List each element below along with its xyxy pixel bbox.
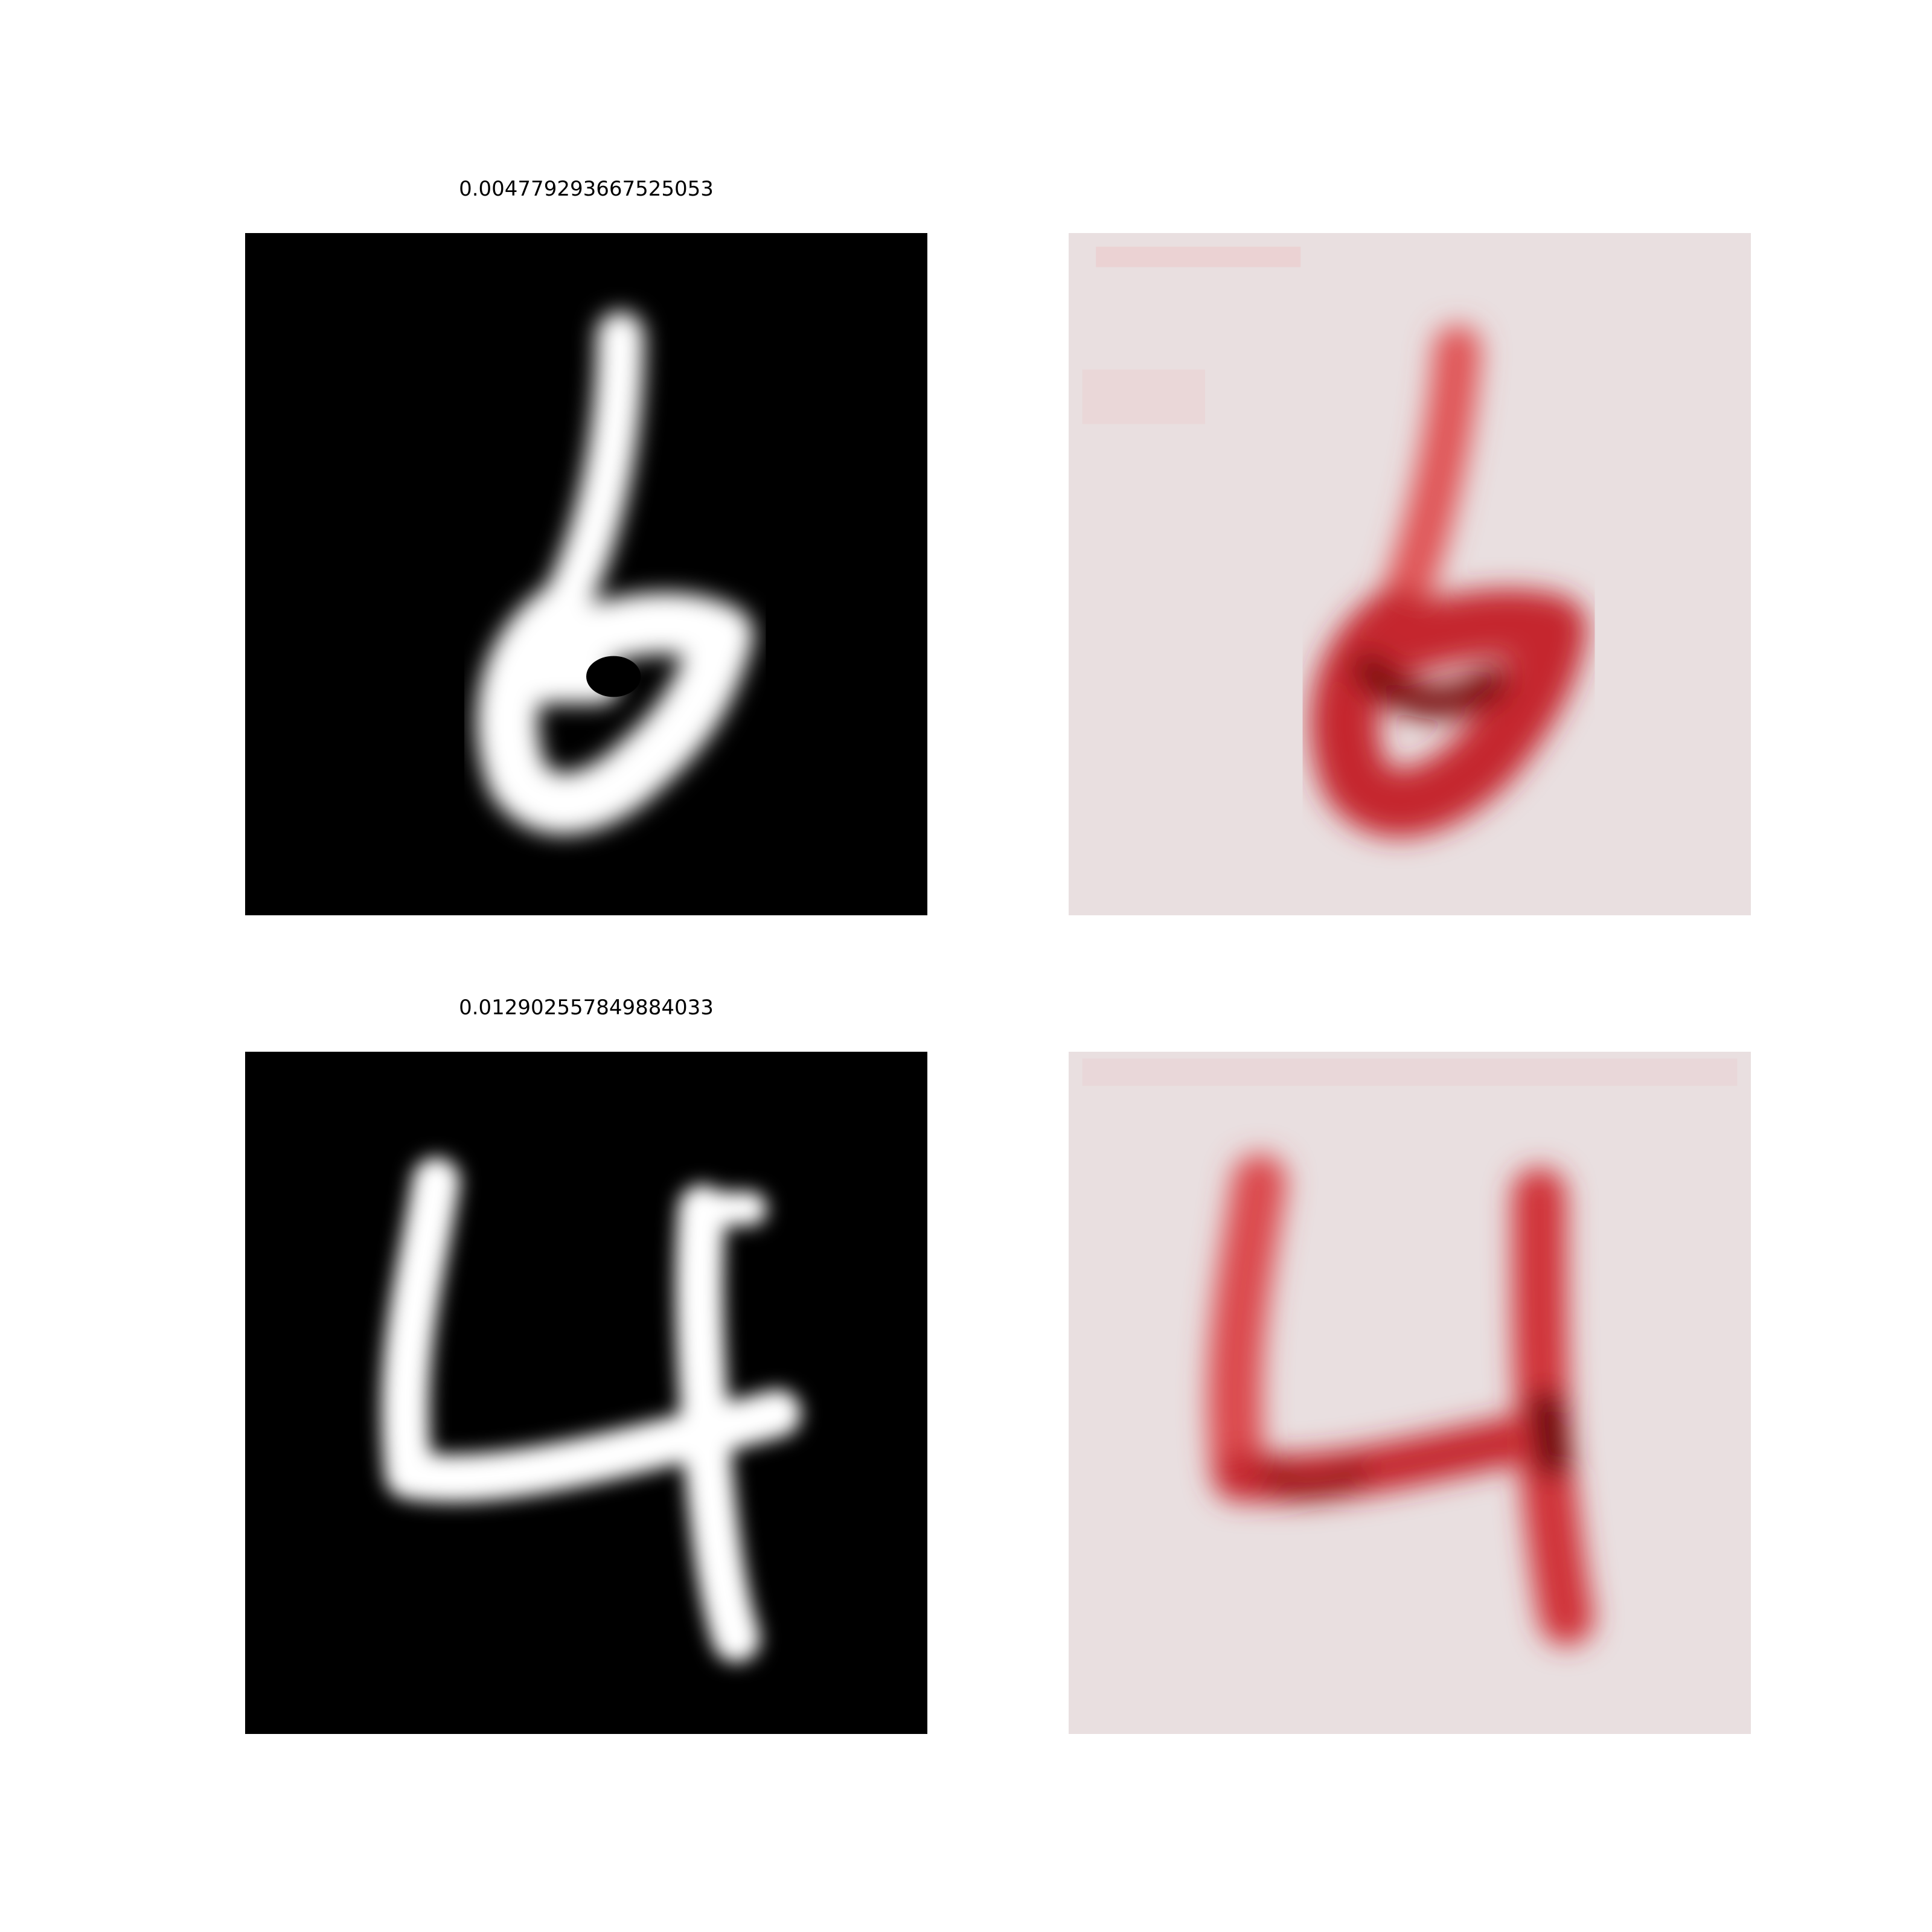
digit-image-four: [245, 1052, 927, 1734]
heatmap-four: [1069, 1052, 1751, 1734]
heatmap-six: [1069, 233, 1751, 915]
digit-image-six: [245, 233, 927, 915]
panel-2-title: 0.012902557849884033: [459, 996, 714, 1020]
panel-1-title: 0.004779293667525053: [459, 177, 714, 201]
